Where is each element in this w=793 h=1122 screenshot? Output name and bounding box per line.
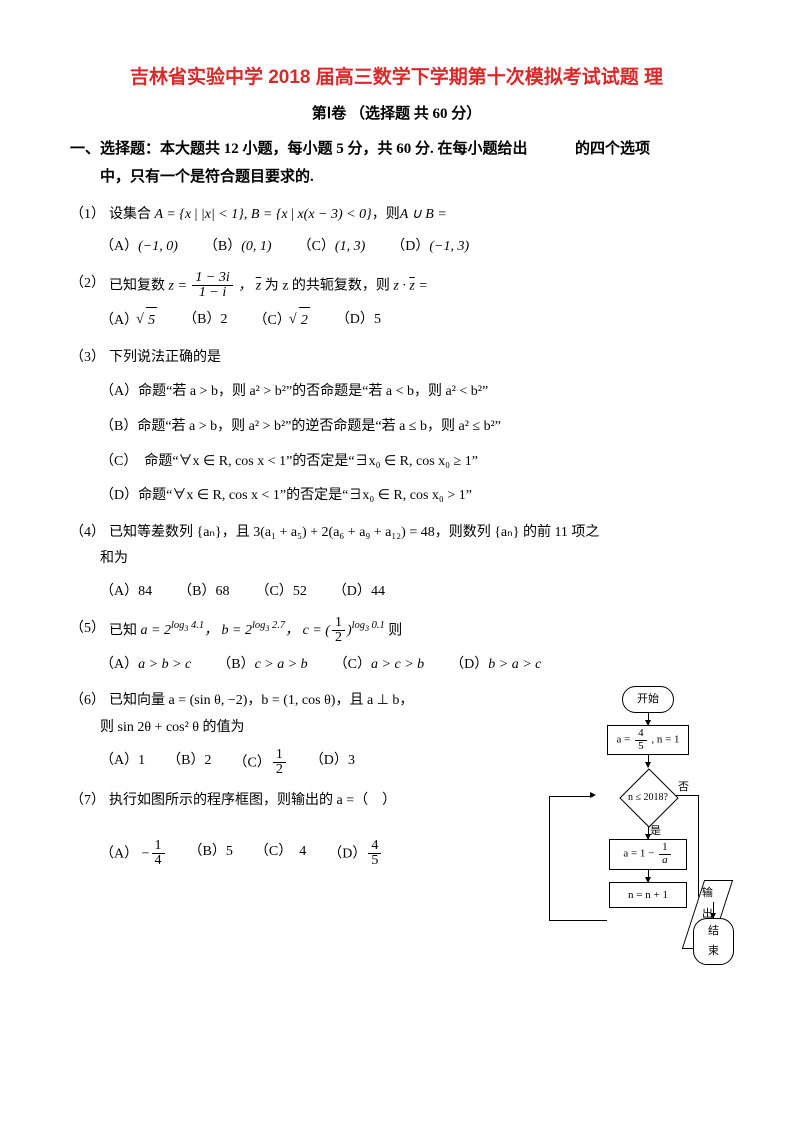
q5-stem-b: 则 bbox=[388, 623, 402, 638]
q1-number: （1） bbox=[70, 202, 105, 229]
page-subtitle: 第Ⅰ卷 （选择题 共 60 分） bbox=[70, 100, 723, 129]
q2-opt-c: （C）2 bbox=[253, 307, 309, 335]
q6-opt-b: （B）2 bbox=[167, 748, 211, 778]
section-line1b: 的四个选项 bbox=[575, 141, 650, 157]
section-line1a: 一、选择题：本大题共 12 小题，每小题 5 分，共 60 分. 在每小题给出 bbox=[70, 141, 528, 157]
q1-stem-a: 设集合 bbox=[109, 207, 155, 222]
question-4: （4） 已知等差数列 {aₙ}，且 3(a₁ + a₅) + 2(a₆ + a₉… bbox=[70, 520, 723, 606]
q7-opt-b: （B）5 bbox=[189, 839, 233, 869]
question-5: （5） 已知 a = 2log3 4.1， b = 2log3 2.7， c =… bbox=[70, 616, 723, 679]
q4-stem: 已知等差数列 {aₙ}，且 3(a₁ + a₅) + 2(a₆ + a₉ + a… bbox=[109, 520, 723, 547]
q5-stem-a: 已知 bbox=[109, 623, 141, 638]
q4-opt-c: （C）52 bbox=[255, 579, 306, 606]
q1-opt-b: （B）(0, 1) bbox=[204, 234, 272, 261]
flow-init: a = 45 , n = 1 bbox=[607, 725, 688, 755]
q1-opt-d: （D）(−1, 3) bbox=[391, 234, 469, 261]
q2-opt-b: （B）2 bbox=[183, 307, 227, 335]
q5-options: （A）a > b > c （B）c > a > b （C）a > c > b （… bbox=[100, 652, 723, 679]
q3-opt-a: （A）命题“若 a > b，则 a² > b²”的否命题是“若 a < b，则 … bbox=[100, 379, 723, 406]
q6-options: （A）1 （B）2 （C）12 （D）3 bbox=[100, 748, 565, 778]
q1-stem: 设集合 A = {x | |x| < 1}, B = {x | x(x − 3)… bbox=[109, 202, 723, 229]
flow-start: 开始 bbox=[622, 686, 674, 713]
q5-opt-c: （C）a > c > b bbox=[334, 652, 424, 679]
q1-options: （A）(−1, 0) （B）(0, 1) （C）(1, 3) （D）(−1, 3… bbox=[100, 234, 723, 261]
q4-opt-b: （B）68 bbox=[178, 579, 229, 606]
q3-opt-b: （B）命题“若 a > b，则 a² > b²”的逆否命题是“若 a ≤ b，则… bbox=[100, 414, 723, 441]
section-heading: 一、选择题：本大题共 12 小题，每小题 5 分，共 60 分. 在每小题给出 … bbox=[70, 135, 723, 192]
q2-opt-d: （D）5 bbox=[336, 307, 381, 335]
q5-stem: 已知 a = 2log3 4.1， b = 2log3 2.7， c = (12… bbox=[109, 616, 723, 646]
q6-stem-a: 已知向量 a = (sin θ, −2)，b = (1, cos θ)，且 a … bbox=[109, 688, 565, 715]
q7-opt-c: （C） 4 bbox=[255, 839, 306, 869]
q7-opt-d: （D）45 bbox=[328, 839, 383, 869]
q3-stem: 下列说法正确的是 bbox=[109, 345, 723, 372]
q3-number: （3） bbox=[70, 345, 105, 372]
q4-stem-b: 和为 bbox=[100, 546, 723, 573]
flow-end: 结束 bbox=[693, 918, 734, 966]
q2-stem-b: 为 z 的共轭复数，则 bbox=[265, 278, 394, 293]
q7-number: （7） bbox=[70, 788, 105, 815]
q2-stem: 已知复数 z = 1 − 3i1 − i ， z 为 z 的共轭复数，则 z ·… bbox=[109, 271, 723, 301]
q7-stem: 执行如图所示的程序框图，则输出的 a =（ ） bbox=[109, 788, 565, 815]
q1-stem-b: ，则 bbox=[372, 207, 400, 222]
q5-opt-a: （A）a > b > c bbox=[100, 652, 191, 679]
question-3: （3） 下列说法正确的是 （A）命题“若 a > b，则 a² > b²”的否命… bbox=[70, 345, 723, 510]
q2-opt-a: （A）5 bbox=[100, 307, 157, 335]
flow-inc: n = n + 1 bbox=[609, 882, 687, 909]
q6-opt-c: （C）12 bbox=[233, 748, 287, 778]
q4-opt-a: （A）84 bbox=[100, 579, 152, 606]
page-title: 吉林省实验中学 2018 届高三数学下学期第十次模拟考试试题 理 bbox=[70, 60, 723, 96]
flowchart: 开始 a = 45 , n = 1 n ≤ 2018? 是 否 a = 1 − … bbox=[573, 686, 723, 922]
q4-number: （4） bbox=[70, 520, 105, 547]
q2-number: （2） bbox=[70, 271, 105, 298]
q1-opt-a: （A）(−1, 0) bbox=[100, 234, 178, 261]
q1-opt-c: （C）(1, 3) bbox=[298, 234, 366, 261]
q2-options: （A）5 （B）2 （C）2 （D）5 bbox=[100, 307, 723, 335]
q5-number: （5） bbox=[70, 616, 105, 643]
q6-opt-d: （D）3 bbox=[310, 748, 355, 778]
question-2: （2） 已知复数 z = 1 − 3i1 − i ， z 为 z 的共轭复数，则… bbox=[70, 271, 723, 335]
q3-opt-d: （D）命题“∀x ∈ R, cos x < 1”的否定是“∃x₀ ∈ R, co… bbox=[100, 483, 723, 510]
flow-yes-label: 是 bbox=[650, 821, 661, 842]
q5-opt-b: （B）c > a > b bbox=[217, 652, 307, 679]
q3-opt-c: （C） 命题“∀x ∈ R, cos x < 1”的否定是“∃x₀ ∈ R, c… bbox=[100, 449, 723, 476]
q6-number: （6） bbox=[70, 688, 105, 715]
q5-opt-d: （D）b > a > c bbox=[450, 652, 541, 679]
q7-opt-a: （A） −14 bbox=[100, 839, 167, 869]
flow-condition: n ≤ 2018? bbox=[620, 769, 676, 825]
q4-options: （A）84 （B）68 （C）52 （D）44 bbox=[100, 579, 723, 606]
q6-opt-a: （A）1 bbox=[100, 748, 145, 778]
q4-opt-d: （D）44 bbox=[333, 579, 385, 606]
q7-options: （A） −14 （B）5 （C） 4 （D）45 bbox=[100, 839, 565, 869]
flow-step: a = 1 − 1a bbox=[609, 839, 687, 869]
question-1: （1） 设集合 A = {x | |x| < 1}, B = {x | x(x … bbox=[70, 202, 723, 261]
q2-stem-a: 已知复数 bbox=[109, 278, 169, 293]
section-line2: 中，只有一个是符合题目要求的. bbox=[70, 163, 314, 192]
